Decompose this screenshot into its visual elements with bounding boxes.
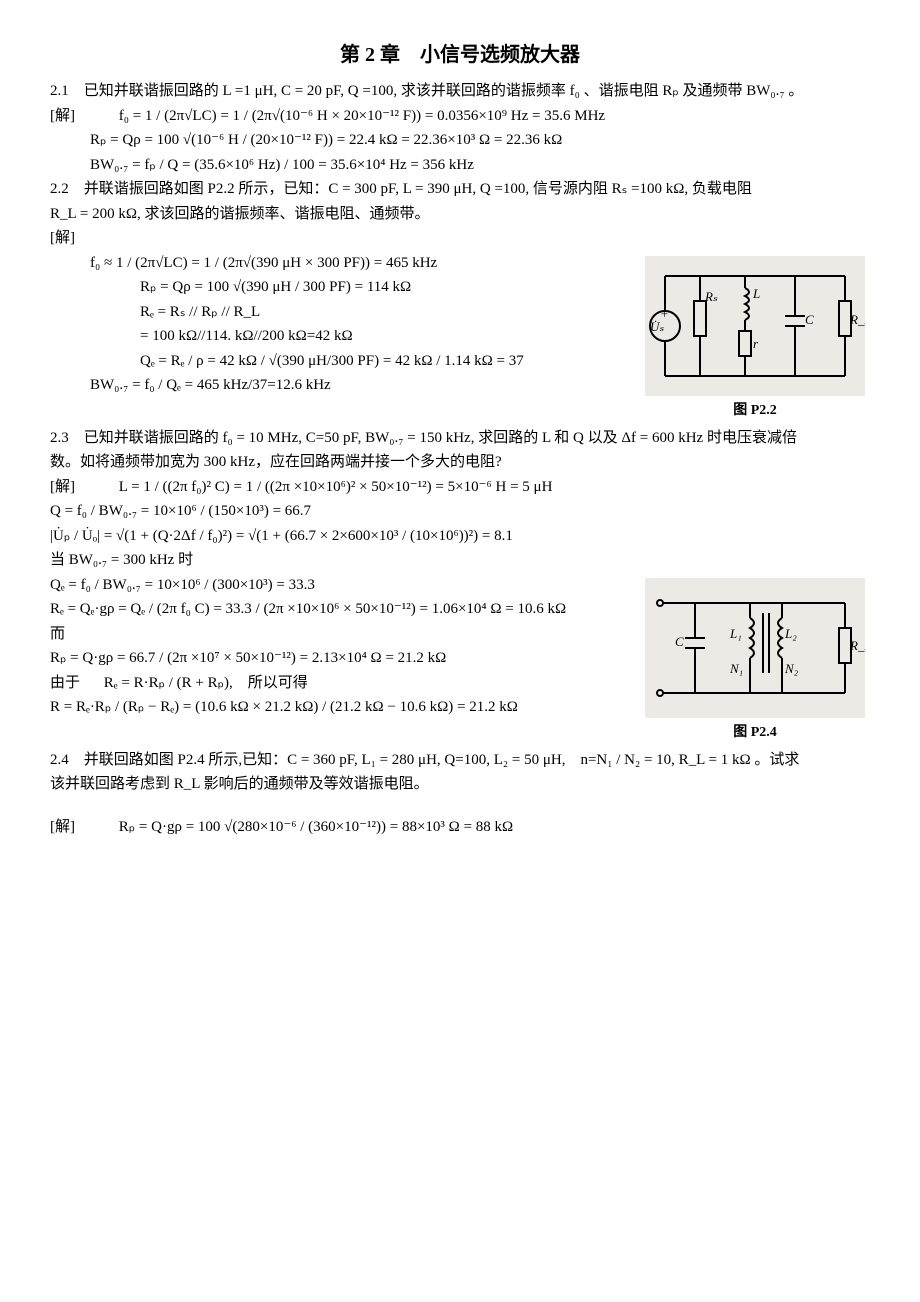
fig24-l2: L₂	[784, 626, 797, 641]
fig22-rs: Rₛ	[704, 289, 718, 304]
figure-p2-2-caption: 图 P2.2	[640, 400, 870, 421]
chapter-title: 第 2 章 小信号选频放大器	[50, 40, 870, 70]
fig22-l: L	[752, 286, 760, 301]
eq-2-3-4-pre: 当 BW₀.₇ = 300 kHz 时	[50, 549, 870, 572]
figure-p2-4-caption: 图 P2.4	[640, 722, 870, 743]
figure-p2-4: C L₁ L₂ N₁ N₂ R_L 图 P2.4	[640, 578, 870, 743]
problem-2-2-line2: R_L = 200 kΩ, 求该回路的谐振频率、谐振电阻、通频带。	[50, 203, 870, 226]
figure-p2-2: U̇ₛ + − Rₛ L r C R_L 图 P2.2	[640, 256, 870, 421]
fig24-rl: R_L	[849, 638, 865, 653]
solution-2-4: [解] Rₚ = Q·gρ = 100 √(280×10⁻⁶ / (360×10…	[50, 816, 870, 839]
problem-2-4-line2: 该并联回路考虑到 R_L 影响后的通频带及等效谐振电阻。	[50, 773, 870, 796]
problem-2-1: 2.1 已知并联谐振回路的 L =1 μH, C = 20 pF, Q =100…	[50, 80, 870, 103]
fig22-rl: R_L	[849, 312, 865, 327]
eq-2-3-7-pre: 由于	[50, 675, 80, 691]
svg-text:+: +	[660, 306, 669, 321]
sol-label-2-4: [解]	[50, 819, 75, 835]
problem-2-4-line1: 2.4 并联回路如图 P2.4 所示,已知：C = 360 pF, L₁ = 2…	[50, 749, 870, 772]
eq-2-3-1: L = 1 / ((2π f₀)² C) = 1 / ((2π ×10×10⁶)…	[119, 476, 553, 499]
eq-2-3-2: Q = f₀ / BW₀.₇ = 10×10⁶ / (150×10³) = 66…	[50, 500, 870, 523]
eq-2-3-7-body: Rₑ = R·Rₚ / (R + Rₚ), 所以可得	[104, 675, 308, 691]
problem-2-2-line1: 2.2 并联谐振回路如图 P2.2 所示，已知：C = 300 pF, L = …	[50, 178, 870, 201]
problem-2-3-line1: 2.3 已知并联谐振回路的 f₀ = 10 MHz, C=50 pF, BW₀.…	[50, 427, 870, 450]
sol-label-2-3: [解]	[50, 479, 75, 495]
fig24-l1: L₁	[729, 626, 742, 641]
eq-2-1-3: BW₀.₇ = fₚ / Q = (35.6×10⁶ Hz) / 100 = 3…	[90, 154, 870, 177]
fig22-us: U̇ₛ	[650, 319, 664, 334]
solution-2-3: [解] L = 1 / ((2π f₀)² C) = 1 / ((2π ×10×…	[50, 476, 870, 499]
eq-2-1-1: f₀ = 1 / (2π√LC) = 1 / (2π√(10⁻⁶ H × 20×…	[119, 105, 605, 128]
fig24-n2: N₂	[784, 661, 799, 676]
fig22-c: C	[805, 312, 814, 327]
fig24-n1: N₁	[729, 661, 743, 676]
eq-2-4-1: Rₚ = Q·gρ = 100 √(280×10⁻⁶ / (360×10⁻¹²)…	[119, 816, 513, 839]
sol-label-2-2: [解]	[50, 227, 870, 250]
eq-2-3-3: |U̇ₚ / U̇ₒ| = √(1 + (Q·2Δf / f₀)²) = √(1…	[50, 525, 870, 548]
problem-2-3-line2: 数。如将通频带加宽为 300 kHz，应在回路两端并接一个多大的电阻?	[50, 451, 870, 474]
svg-text:−: −	[660, 334, 669, 349]
fig24-c: C	[675, 634, 684, 649]
solution-2-1: [解] f₀ = 1 / (2π√LC) = 1 / (2π√(10⁻⁶ H ×…	[50, 105, 870, 128]
sol-label: [解]	[50, 108, 75, 124]
eq-2-1-2: Rₚ = Qρ = 100 √(10⁻⁶ H / (20×10⁻¹² F)) =…	[90, 129, 870, 152]
